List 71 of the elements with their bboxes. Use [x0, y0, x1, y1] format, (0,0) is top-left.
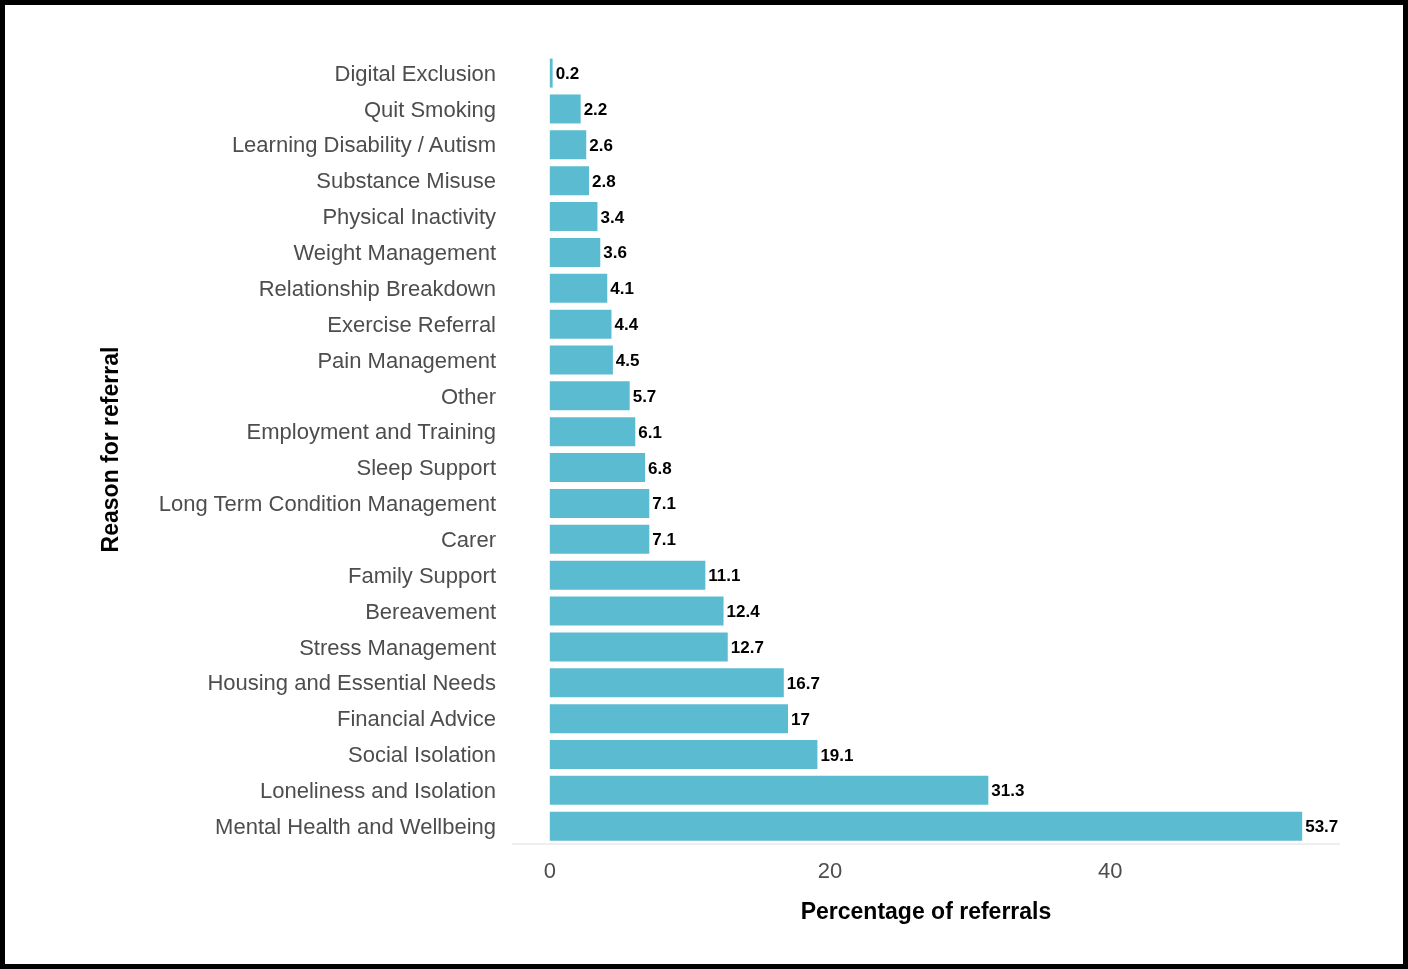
- bar: [549, 488, 650, 518]
- bar: [549, 632, 728, 662]
- data-label: 4.1: [610, 279, 634, 299]
- data-label: 12.7: [730, 637, 764, 657]
- y-tick-label: Exercise Referral: [327, 311, 496, 337]
- data-label: 19.1: [820, 745, 854, 765]
- bar: [549, 381, 630, 411]
- y-tick-label: Employment and Training: [246, 419, 496, 445]
- y-tick-label: Quit Smoking: [363, 96, 496, 122]
- data-label: 5.7: [632, 386, 657, 406]
- bar: [549, 130, 587, 160]
- bar: [549, 453, 646, 483]
- data-label: 3.4: [600, 207, 625, 227]
- bar: [549, 811, 1303, 841]
- bar: [549, 775, 989, 805]
- x-tick-label: 0: [543, 857, 556, 883]
- data-label: 16.7: [786, 673, 820, 693]
- bar: [549, 704, 788, 734]
- x-tick-label: 20: [817, 857, 843, 883]
- data-label: 2.2: [583, 99, 608, 119]
- y-tick-label: Stress Management: [299, 634, 496, 660]
- bar: [549, 560, 706, 590]
- y-tick-label: Bereavement: [365, 598, 496, 624]
- bar: [549, 596, 724, 626]
- bar: [549, 524, 650, 554]
- y-tick-label: Housing and Essential Needs: [207, 670, 496, 696]
- data-label: 4.5: [615, 351, 640, 371]
- data-label: 6.8: [648, 458, 672, 478]
- x-axis-title: Percentage of referrals: [800, 898, 1052, 924]
- bar: [549, 166, 590, 196]
- bar: [549, 58, 553, 88]
- y-tick-label: Learning Disability / Autism: [231, 132, 496, 158]
- y-tick-label: Sleep Support: [356, 455, 496, 481]
- x-tick-label: 40: [1097, 857, 1123, 883]
- data-label: 3.6: [603, 243, 627, 263]
- y-tick-label: Mental Health and Wellbeing: [215, 813, 496, 839]
- y-tick-label: Carer: [440, 526, 496, 552]
- data-label: 11.1: [708, 566, 741, 586]
- bar: [549, 345, 613, 375]
- y-axis-title: Reason for referral: [97, 346, 124, 553]
- y-tick-label: Loneliness and Isolation: [259, 778, 496, 804]
- data-label: 31.3: [991, 781, 1025, 801]
- bar: [549, 202, 598, 232]
- y-tick-label: Substance Misuse: [316, 168, 496, 194]
- data-label: 7.1: [652, 530, 676, 550]
- y-tick-label: Digital Exclusion: [334, 60, 496, 86]
- data-label: 6.1: [638, 422, 662, 442]
- bar: [549, 94, 581, 124]
- bar: [549, 417, 636, 447]
- y-tick-label: Relationship Breakdown: [258, 275, 496, 301]
- y-tick-label: Pain Management: [317, 347, 496, 373]
- y-tick-label: Long Term Condition Management: [158, 491, 496, 517]
- data-label: 0.2: [555, 64, 580, 84]
- bar: [549, 273, 608, 303]
- bar: [549, 237, 601, 267]
- data-label: 7.1: [652, 494, 676, 514]
- y-tick-label: Physical Inactivity: [322, 204, 496, 230]
- data-label: 53.7: [1305, 817, 1339, 837]
- bar: [549, 668, 784, 698]
- data-label: 17: [791, 709, 810, 729]
- y-tick-label: Financial Advice: [337, 706, 496, 732]
- y-tick-label: Weight Management: [293, 240, 496, 266]
- y-tick-label: Family Support: [348, 562, 496, 588]
- y-tick-label: Other: [440, 383, 496, 409]
- bar: [549, 740, 818, 769]
- data-label: 12.4: [726, 602, 761, 622]
- data-label: 2.8: [592, 171, 616, 191]
- y-tick-label: Social Isolation: [348, 742, 496, 768]
- bar: [549, 309, 612, 339]
- data-label: 2.6: [589, 135, 613, 155]
- data-label: 4.4: [614, 315, 639, 335]
